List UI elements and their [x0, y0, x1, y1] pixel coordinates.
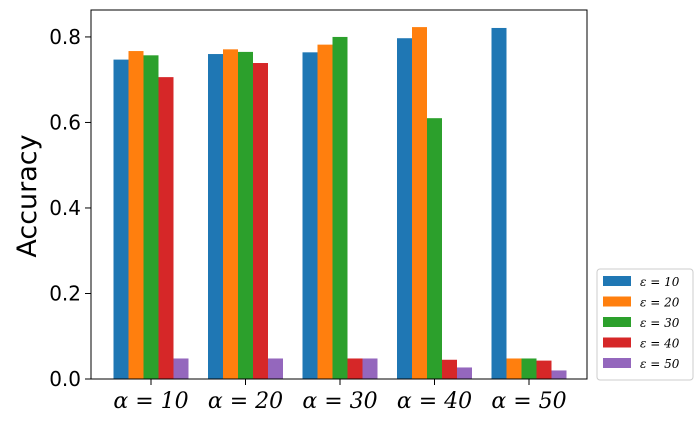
legend-label-1: ε = 10: [640, 275, 680, 289]
bar-4-5: [536, 360, 552, 379]
bar-2-1: [128, 51, 144, 380]
bar-5-5: [551, 370, 567, 379]
y-tick-label: 0.4: [49, 196, 81, 220]
bar-1-4: [397, 38, 412, 379]
bar-4-2: [253, 63, 268, 380]
bar-3-4: [427, 118, 442, 380]
legend-swatch-5: [603, 358, 631, 368]
bars-group: [113, 27, 567, 380]
y-axis-label: Accuracy: [12, 134, 43, 257]
legend-label-2: ε = 20: [640, 296, 680, 310]
bar-2-3: [317, 44, 333, 379]
bar-1-5: [491, 27, 507, 380]
legend-swatch-4: [603, 337, 631, 348]
x-tick-label: α = 20: [208, 389, 283, 414]
legend-swatch-2: [603, 296, 631, 307]
legend-label-3: ε = 30: [640, 316, 680, 330]
x-tick-label: α = 10: [113, 389, 188, 414]
x-axis: α = 10 α = 20 α = 30 α = 40 α = 50: [113, 379, 567, 414]
plot-frame: [90, 9, 588, 380]
bar-4-4: [442, 359, 457, 379]
y-tick-label: 0.0: [49, 367, 81, 391]
bar-3-1: [143, 55, 159, 379]
bar-1-2: [208, 54, 223, 379]
legend-swatch-3: [603, 317, 631, 327]
x-tick-label: α = 50: [491, 389, 566, 414]
bar-5-3: [362, 358, 378, 379]
legend-label-5: ε = 50: [640, 357, 680, 371]
bar-3-2: [238, 51, 253, 380]
x-tick-label: α = 40: [397, 389, 472, 414]
y-axis: 0.0 0.2 0.4 0.6 0.8: [49, 25, 91, 391]
legend-label-4: ε = 40: [640, 337, 680, 351]
bar-4-1: [158, 77, 174, 379]
legend: ε = 10 ε = 20 ε = 30 ε = 40 ε = 50: [596, 268, 694, 381]
bar-5-4: [457, 367, 472, 379]
y-tick-label: 0.2: [49, 281, 81, 305]
bar-2-2: [223, 49, 238, 380]
x-tick-label: α = 30: [302, 389, 377, 414]
bar-3-3: [332, 36, 348, 379]
bar-2-5: [506, 358, 522, 379]
y-tick-label: 0.8: [49, 25, 81, 49]
legend-swatch-1: [603, 276, 631, 286]
bar-1-1: [113, 59, 129, 379]
bar-4-3: [347, 358, 363, 379]
bar-3-5: [521, 358, 537, 379]
bar-5-1: [173, 358, 189, 379]
y-tick-label: 0.6: [49, 110, 81, 134]
bar-1-3: [302, 52, 318, 379]
bar-2-4: [412, 27, 427, 379]
bar-5-2: [268, 358, 283, 379]
